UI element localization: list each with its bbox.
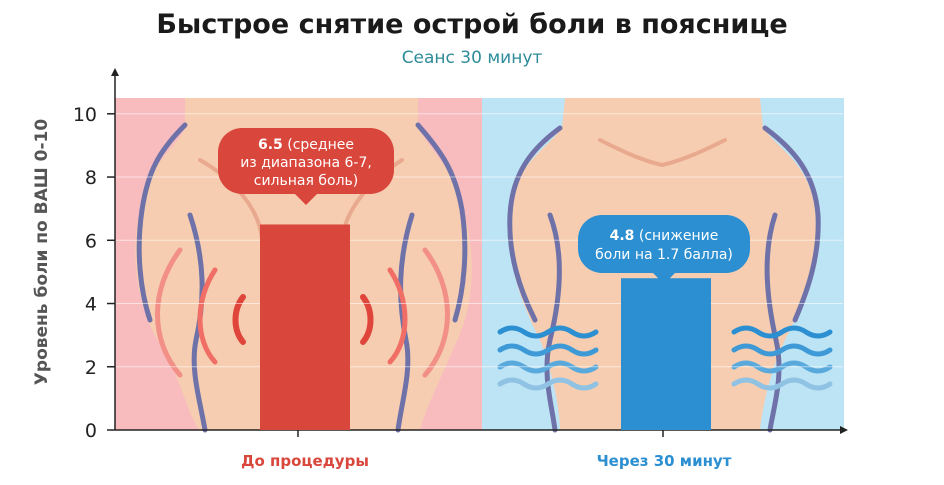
callout-after-value: 4.8: [610, 228, 635, 244]
callout-before-line3: сильная боль): [254, 173, 358, 189]
chart-title: Быстрое снятие острой боли в пояснице: [156, 9, 787, 40]
bar-before: [260, 224, 350, 430]
y-tick-label-10: 10: [73, 104, 97, 126]
x-axis-arrow: [840, 426, 848, 434]
y-tick-labels: 0 2 4 6 8 10: [73, 104, 115, 442]
category-label-before: До процедуры: [241, 452, 369, 470]
callout-before: 6.5 (среднее из диапазона 6-7, сильная б…: [218, 128, 394, 205]
bar-after: [621, 278, 711, 430]
callout-before-value: 6.5: [258, 137, 283, 153]
svg-text:6.5 (среднее: 6.5 (среднее: [258, 137, 354, 153]
chart-subtitle: Сеанс 30 минут: [402, 48, 543, 68]
callout-after-line1: (снижение: [634, 228, 718, 244]
callout-before-line2: из диапазона 6-7,: [240, 155, 372, 171]
category-label-after: Через 30 минут: [597, 452, 732, 470]
callout-before-line1: (среднее: [283, 137, 354, 153]
svg-text:4.8 (снижение: 4.8 (снижение: [610, 228, 719, 244]
y-tick-label-0: 0: [85, 420, 97, 442]
y-tick-label-8: 8: [85, 167, 97, 189]
y-axis-arrow: [111, 68, 119, 76]
callout-after: 4.8 (снижение боли на 1.7 балла): [578, 215, 750, 284]
y-axis-label: Уровень боли по ВАШ 0-10: [32, 119, 52, 386]
y-tick-label-4: 4: [85, 294, 97, 316]
callout-after-line2: боли на 1.7 балла): [595, 247, 733, 263]
y-tick-label-6: 6: [85, 230, 97, 252]
y-tick-label-2: 2: [85, 357, 97, 379]
